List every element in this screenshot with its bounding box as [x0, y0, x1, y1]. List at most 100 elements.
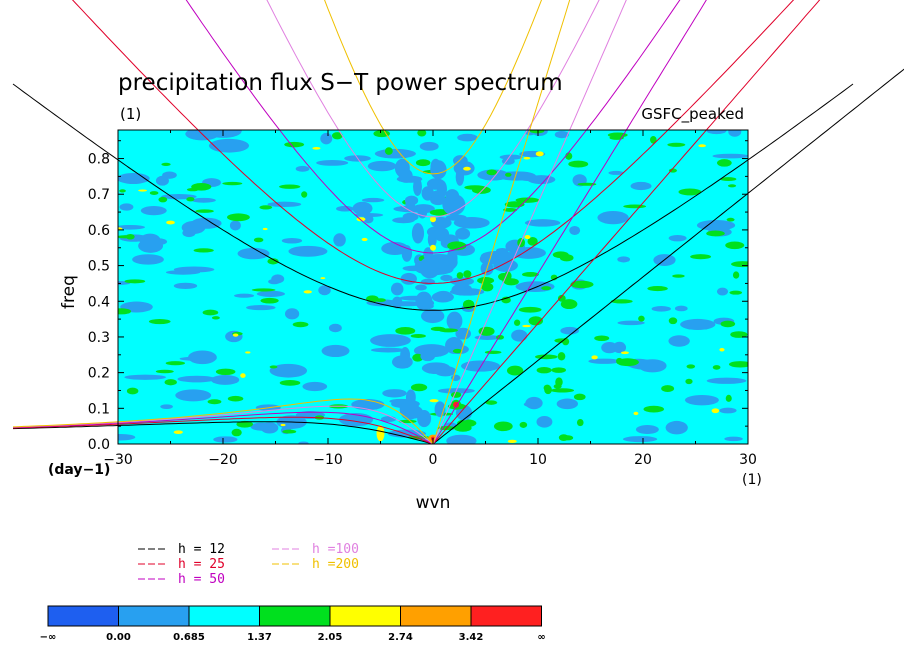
contour-patch-246: [227, 395, 244, 402]
contour-patch-65: [188, 350, 217, 365]
curve-kelvin-h50: [432, 0, 707, 444]
contour-patch-400: [591, 355, 598, 360]
contour-patch-64: [617, 256, 631, 263]
contour-patch-347: [451, 283, 473, 296]
contour-patch-265: [616, 357, 623, 365]
contour-patch-279: [267, 258, 279, 265]
legend-label-h100: h =100: [312, 542, 359, 557]
contour-patch-159: [712, 153, 748, 159]
contour-patch-370: [477, 277, 495, 284]
contour-patch-179: [712, 365, 721, 370]
contour-patch-276: [207, 399, 222, 405]
colorbar-label-7: ∞: [537, 632, 545, 643]
contour-patch-350: [485, 400, 498, 405]
y-tick-label: 0.4: [88, 294, 110, 310]
contour-patch-103: [391, 296, 403, 309]
curve-er-h50: [12, 411, 434, 444]
contour-patch-231: [732, 271, 740, 279]
curve-kelvin-h200: [432, 0, 571, 444]
contour-patch-288: [725, 394, 732, 402]
contour-patch-277: [119, 189, 126, 193]
contour-patch-262: [395, 327, 416, 335]
contour-patch-126: [706, 130, 727, 135]
contour-patch-208: [118, 308, 132, 315]
contour-patch-362: [506, 365, 524, 376]
contour-patch-258: [415, 159, 431, 167]
contour-patch-94: [302, 381, 328, 392]
curve-er-h25: [12, 416, 434, 444]
contour-patch-297: [417, 409, 432, 428]
x-tick-label: 20: [634, 452, 652, 468]
contour-patch-113: [498, 251, 536, 257]
y-tick-label: 0.1: [88, 401, 110, 417]
contour-patch-16: [382, 389, 407, 398]
contour-patch-366: [501, 296, 511, 304]
contour-patch-80: [474, 335, 501, 340]
contour-patch-250: [706, 230, 725, 237]
contour-patch-363: [493, 421, 513, 432]
contour-patch-222: [202, 309, 219, 316]
contour-patch-108: [210, 374, 240, 385]
contour-patch-344: [455, 168, 465, 186]
contour-patch-405: [138, 189, 148, 192]
contour-patch-204: [410, 383, 428, 392]
contour-patch-38: [229, 220, 241, 231]
contour-patch-248: [550, 388, 575, 393]
contour-patch-195: [519, 421, 528, 428]
contour-patch-237: [678, 188, 702, 196]
contour-patch-257: [472, 186, 491, 194]
contour-patch-149: [175, 389, 212, 402]
contour-patch-55: [674, 305, 688, 312]
contour-patch-90: [140, 205, 167, 216]
contour-patch-79: [256, 290, 286, 297]
contour-patch-241: [484, 350, 502, 354]
contour-patch-349: [442, 193, 466, 216]
contour-patch-364: [463, 270, 472, 278]
contour-patch-32: [608, 170, 624, 175]
contour-patch-120: [696, 219, 736, 231]
contour-patch-215: [731, 261, 748, 268]
y-tick-label: 0.3: [88, 330, 110, 346]
contour-patch-196: [638, 315, 645, 322]
contour-patch-223: [672, 274, 685, 278]
contour-patch-318: [421, 186, 435, 201]
contour-patch-342: [415, 284, 427, 291]
contour-patch-232: [686, 364, 696, 369]
y-tick-label: 0.6: [88, 223, 110, 239]
colorbar-swatch-3: [259, 605, 331, 627]
contour-patch-45: [374, 148, 416, 159]
contour-patch-146: [724, 436, 743, 442]
curve-ig-h200: [324, 0, 543, 175]
colorbar: −∞ 0.00 0.685 1.37 2.05 2.74 3.42 ∞: [40, 605, 546, 643]
contour-patch-397: [166, 220, 175, 225]
contour-patch-191: [253, 237, 264, 243]
curve-ig-h12: [12, 83, 854, 311]
contour-patch-243: [126, 233, 135, 240]
contour-patch-114: [185, 130, 220, 141]
contour-patch-100: [165, 270, 201, 275]
contour-patch-123: [719, 407, 737, 414]
contour-patch-72: [496, 247, 509, 254]
contour-patch-282: [720, 177, 737, 182]
contour-patch-409: [463, 166, 471, 171]
contour-patch-97: [493, 259, 518, 272]
contour-patch-147: [597, 211, 629, 225]
contour-patch-127: [622, 436, 658, 443]
contour-patch-184: [505, 172, 512, 177]
contour-patch-77: [617, 320, 645, 326]
contour-patch-422: [430, 244, 436, 251]
contour-patch-333: [430, 160, 447, 180]
contour-patch-340: [402, 212, 419, 222]
contour-patch-253: [668, 168, 677, 173]
contour-patch-106: [288, 245, 328, 257]
contour-patch-59: [361, 197, 385, 203]
contour-patch-117: [246, 304, 276, 311]
x-axis-label: wvn: [416, 493, 451, 513]
contour-patch-226: [211, 316, 220, 320]
contour-patch-317: [455, 327, 471, 340]
contour-patch-205: [643, 405, 665, 413]
colorbar-swatch-2: [188, 605, 260, 627]
contour-patch-313: [401, 245, 413, 262]
x-tick-label: −10: [313, 452, 343, 468]
